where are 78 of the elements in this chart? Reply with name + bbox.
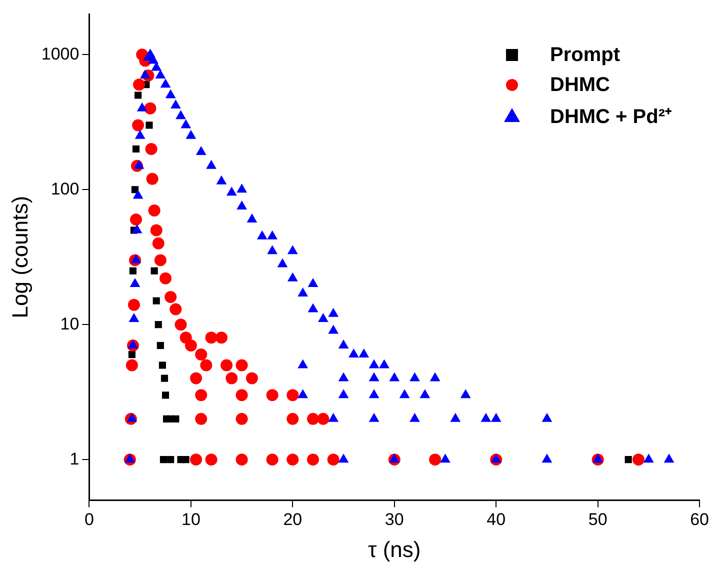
point — [128, 351, 136, 358]
point — [220, 359, 233, 372]
point — [307, 454, 320, 466]
point — [170, 303, 182, 316]
x-tick-label: 50 — [588, 510, 608, 530]
point — [195, 389, 208, 402]
point — [215, 332, 228, 344]
x-axis-title: τ (ns) — [368, 536, 421, 562]
point — [148, 204, 160, 217]
point — [184, 340, 197, 352]
point — [152, 237, 164, 250]
x-tick-label: 60 — [690, 510, 710, 530]
point — [327, 454, 340, 466]
point — [162, 392, 170, 399]
point — [146, 172, 158, 185]
point — [236, 389, 248, 402]
point — [126, 359, 138, 372]
point — [146, 122, 153, 129]
point — [266, 389, 278, 402]
x-tick-label: 20 — [283, 510, 302, 530]
point — [154, 321, 162, 328]
point — [190, 454, 202, 466]
point — [132, 119, 144, 132]
point — [266, 454, 278, 466]
point — [150, 267, 158, 274]
legend-label: DHMC — [550, 74, 610, 96]
point — [128, 298, 140, 311]
point — [205, 454, 218, 466]
point — [152, 297, 160, 304]
point — [286, 412, 299, 425]
point — [150, 224, 162, 236]
point — [195, 348, 208, 361]
point — [632, 454, 645, 466]
x-tick-label: 30 — [384, 510, 404, 530]
point — [286, 389, 299, 402]
point — [144, 102, 156, 114]
legend-label: Prompt — [550, 44, 620, 66]
point — [160, 374, 168, 382]
point — [236, 359, 248, 372]
point — [307, 412, 320, 425]
point — [246, 372, 258, 384]
point — [317, 412, 330, 425]
point — [154, 254, 166, 266]
point — [195, 412, 208, 425]
point — [131, 186, 139, 194]
point — [236, 412, 248, 425]
point — [200, 359, 212, 372]
point — [133, 78, 146, 91]
point — [160, 456, 168, 464]
point — [226, 372, 238, 384]
y-tick-label: 10 — [60, 314, 80, 334]
point — [158, 362, 166, 369]
point — [156, 342, 164, 350]
point — [132, 145, 140, 153]
y-tick-label: 100 — [50, 179, 80, 198]
point — [130, 214, 142, 226]
point — [145, 142, 158, 155]
point — [129, 267, 136, 274]
point — [174, 318, 187, 331]
point — [624, 456, 632, 464]
point — [182, 456, 190, 464]
x-tick-label: 0 — [84, 510, 94, 530]
x-tick-label: 10 — [181, 510, 200, 530]
y-tick-label: 1000 — [41, 44, 80, 64]
point — [190, 372, 202, 384]
point — [164, 291, 177, 304]
point — [172, 415, 180, 422]
x-tick-label: 40 — [486, 510, 506, 530]
point — [429, 454, 442, 466]
point — [286, 454, 299, 466]
y-axis-title: Log (counts) — [7, 196, 32, 318]
legend-label: DHMC + Pd²⁺ — [550, 104, 672, 128]
point — [236, 454, 248, 466]
y-tick-label: 1 — [70, 449, 80, 468]
point — [134, 92, 142, 99]
point — [205, 332, 218, 344]
point — [160, 272, 172, 284]
point — [167, 456, 174, 464]
